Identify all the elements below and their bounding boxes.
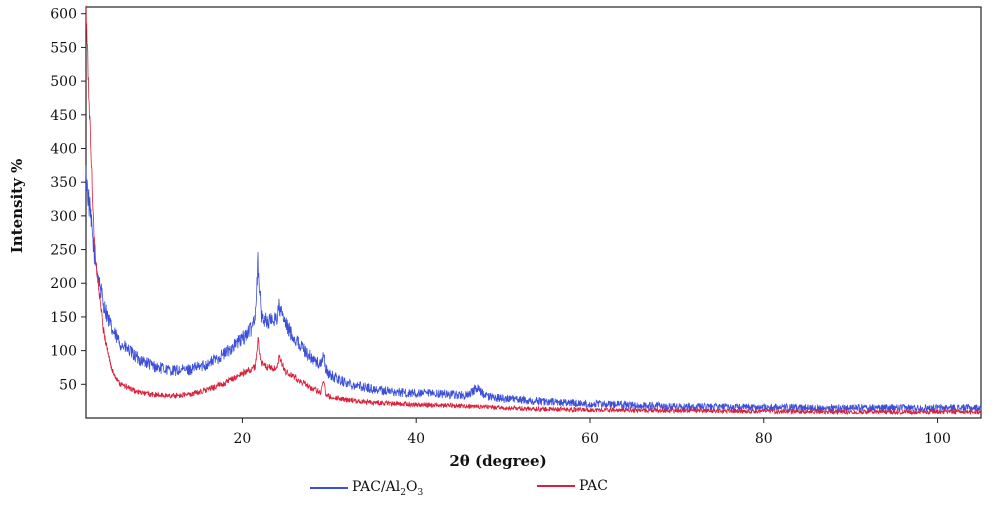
y-tick-label: 500 — [50, 74, 77, 90]
y-tick-label: 50 — [59, 377, 77, 393]
legend-swatch-pac-al2o3 — [310, 487, 348, 489]
y-tick-label: 400 — [50, 141, 77, 157]
legend-item-pac-al2o3: PAC/Al2O3 — [310, 476, 423, 500]
x-axis-ticks: 20 40 60 80 100 — [233, 418, 951, 447]
y-tick-label: 350 — [50, 175, 77, 191]
legend-label-pac: PAC — [579, 478, 608, 494]
y-tick-label: 100 — [50, 344, 77, 360]
y-tick-label: 450 — [50, 108, 77, 124]
y-tick-label: 300 — [50, 209, 77, 225]
x-tick-label: 40 — [407, 431, 425, 447]
x-tick-label: 20 — [233, 431, 251, 447]
y-tick-label: 150 — [50, 310, 77, 326]
legend-label-pac-al2o3: PAC/Al2O3 — [352, 478, 424, 498]
x-tick-label: 80 — [755, 431, 773, 447]
y-tick-label: 550 — [50, 40, 77, 56]
y-axis-title: Intensity % — [8, 159, 26, 254]
series-line-pac-al2o3 — [85, 165, 982, 413]
y-tick-label: 600 — [50, 7, 77, 23]
y-tick-label: 250 — [50, 243, 77, 259]
series-layer — [85, 5, 982, 416]
x-tick-label: 100 — [924, 431, 951, 447]
y-axis-ticks: 50 100 150 200 250 300 350 400 450 500 550 600 — [50, 7, 86, 393]
legend-item-pac: PAC — [537, 474, 608, 498]
series-line-pac — [85, 5, 982, 416]
legend-swatch-pac — [537, 485, 575, 487]
plot-area — [85, 6, 982, 419]
x-axis-title: 2θ (degree) — [449, 452, 546, 470]
y-tick-label: 200 — [50, 276, 77, 292]
x-tick-label: 60 — [581, 431, 599, 447]
